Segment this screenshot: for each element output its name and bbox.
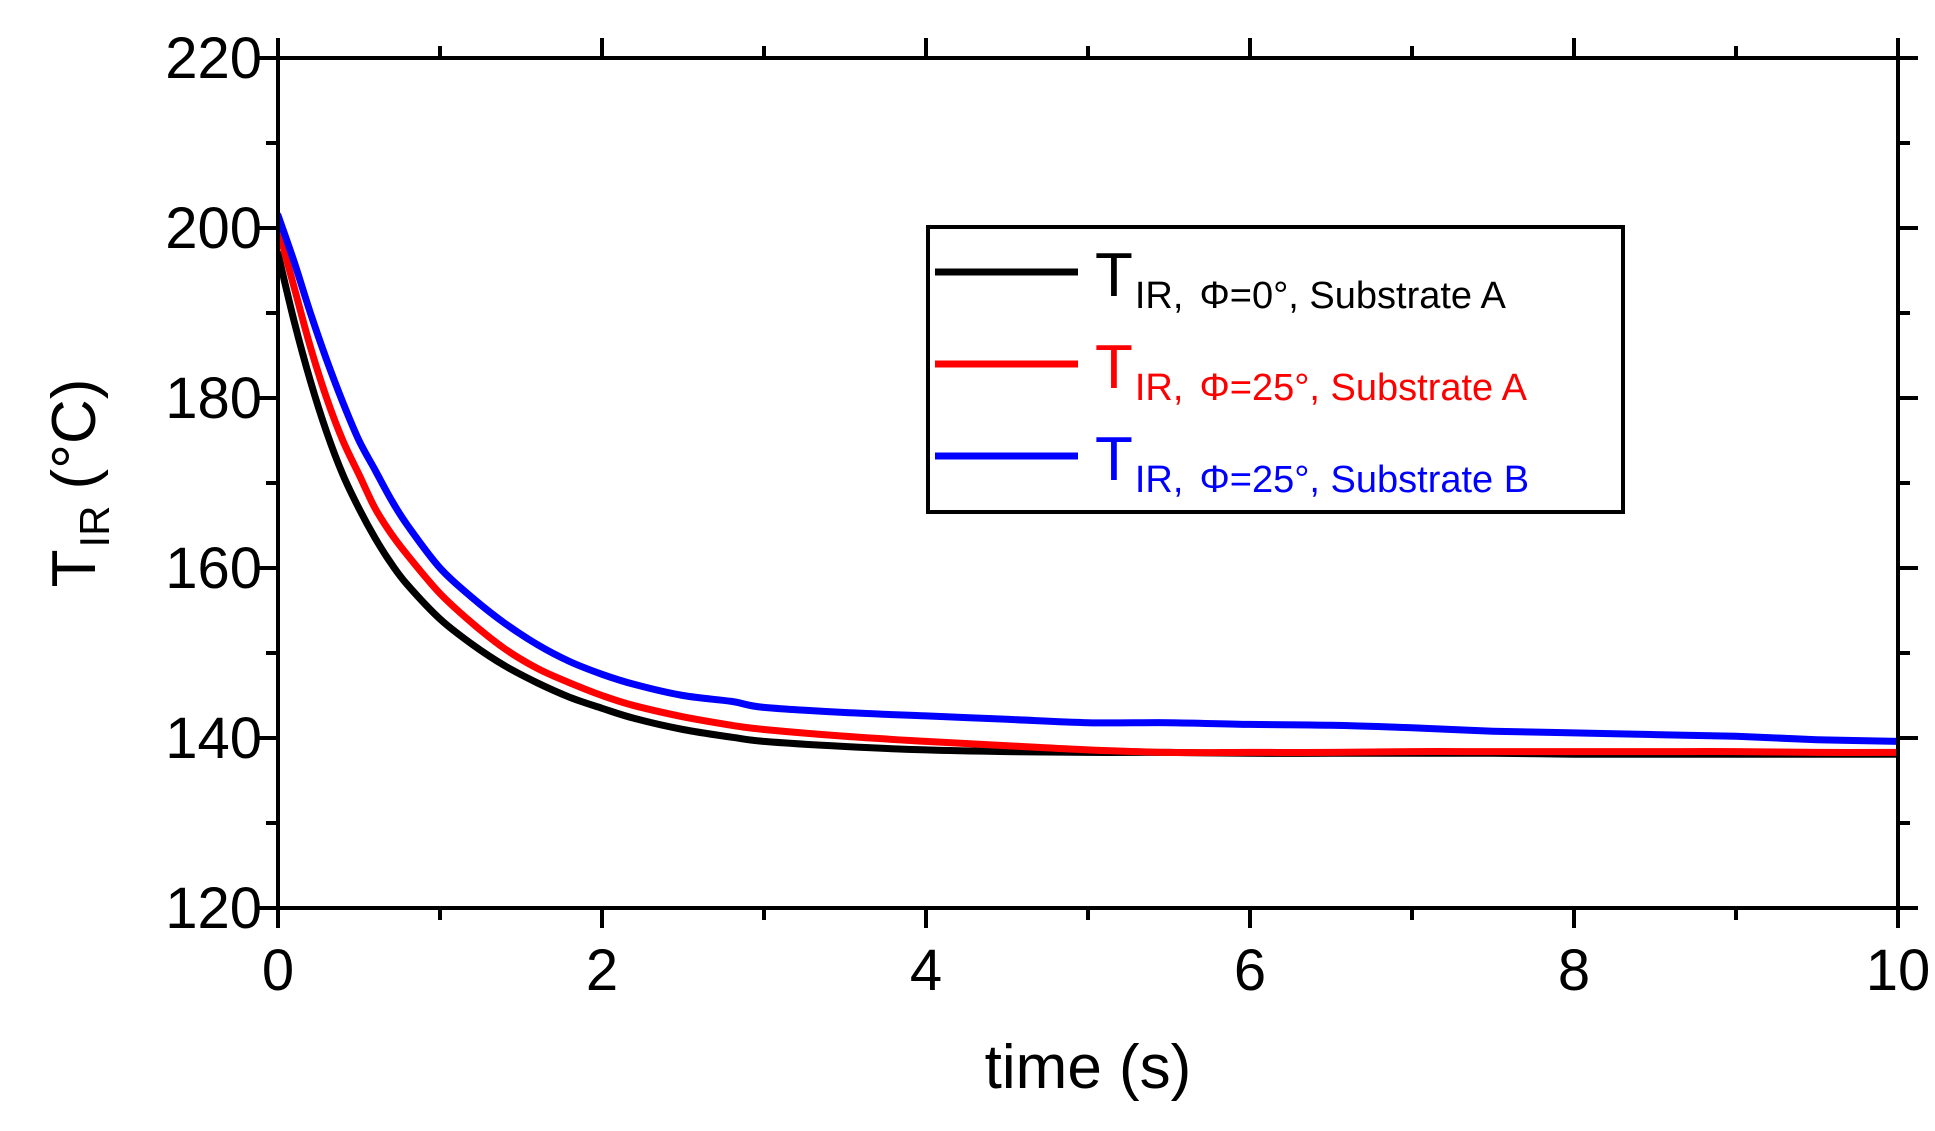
x-tick-label: 8 <box>1558 938 1590 1003</box>
ticks-layer: 0 2 4 6 8 10 120 140 160 180 200 220 <box>165 26 1930 1003</box>
y-tick-label: 120 <box>165 876 262 941</box>
x-tick-label: 2 <box>586 938 618 1003</box>
legend-label-main: T <box>1095 425 1133 494</box>
series-line-2 <box>278 224 1898 757</box>
y-axis-title-main: T <box>40 550 109 588</box>
legend-label-main: T <box>1095 241 1133 310</box>
y-tick-label: 140 <box>165 706 262 771</box>
y-tick-label: 180 <box>165 366 262 431</box>
series-layer <box>278 211 1898 758</box>
legend-label-1: TIR, Φ=0°, Substrate A <box>1095 241 1507 317</box>
x-axis-title: time (s) <box>985 1033 1192 1102</box>
x-tick-label: 6 <box>1234 938 1266 1003</box>
legend-label-main: T <box>1095 333 1133 402</box>
y-tick-label: 160 <box>165 536 262 601</box>
series-line-3 <box>278 211 1898 745</box>
x-tick-label: 4 <box>910 938 942 1003</box>
plot-frame <box>276 56 1900 910</box>
x-tick-label: 10 <box>1866 938 1931 1003</box>
y-axis-title: TIR (°C) <box>40 379 118 588</box>
y-axis-title-subscript: IR <box>71 506 118 548</box>
y-axis-title-unit: (°C) <box>40 379 109 490</box>
legend-label-2: TIR, Φ=25°, Substrate A <box>1095 333 1528 409</box>
x-tick-label: 0 <box>262 938 294 1003</box>
legend-label-subscript: IR, <box>1135 459 1184 501</box>
legend-label-text: Φ=25°, Substrate B <box>1199 459 1529 501</box>
legend-label-text: Φ=25°, Substrate A <box>1199 367 1527 409</box>
legend-label-subscript: IR, <box>1135 367 1184 409</box>
legend-label-text: Φ=0°, Substrate A <box>1199 275 1506 317</box>
legend-label-subscript: IR, <box>1135 275 1184 317</box>
y-tick-label: 200 <box>165 196 262 261</box>
legend-label-3: TIR, Φ=25°, Substrate B <box>1095 425 1529 501</box>
y-tick-label: 220 <box>165 26 262 91</box>
